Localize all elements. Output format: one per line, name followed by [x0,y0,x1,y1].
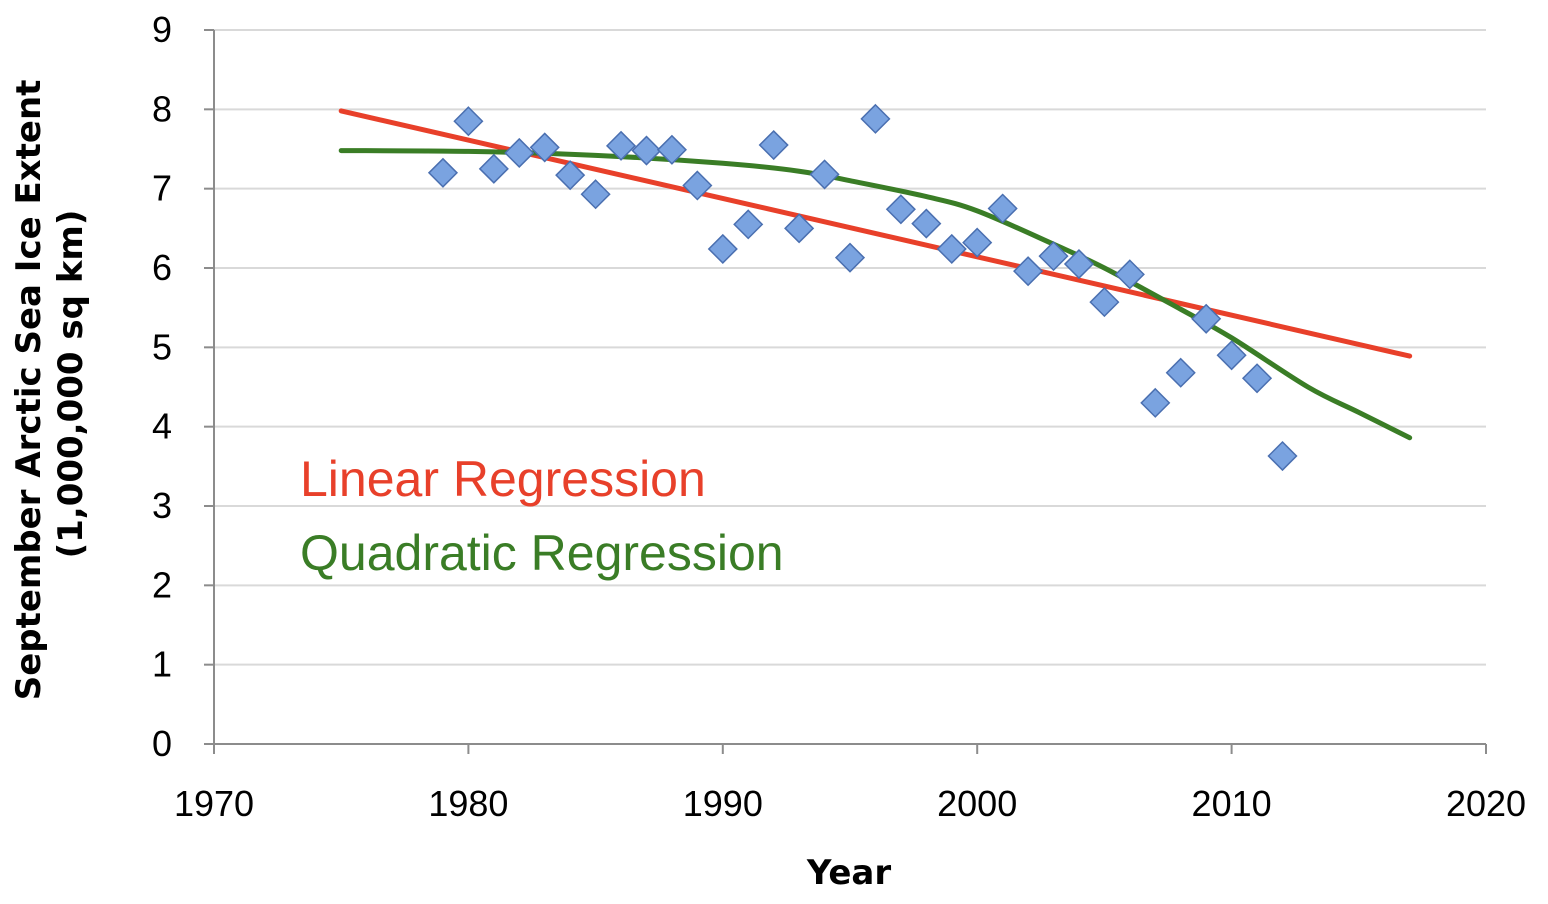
data-point [1241,363,1273,394]
x-tick-label: 2000 [937,783,1017,824]
data-point [478,153,509,184]
x-tick-label: 1980 [428,783,508,824]
data-point [529,132,560,163]
y-tick-label: 8 [152,88,172,129]
data-point [1267,440,1298,472]
data-point [555,160,586,191]
data-point [733,209,764,240]
axes [204,29,1487,754]
data-point [758,129,789,161]
data-point [962,227,993,258]
data-point [784,213,815,244]
data-point [860,103,891,134]
data-point [631,135,662,166]
data-point [987,193,1018,224]
linear-regression-line [338,108,1413,359]
x-tick-label: 1990 [683,783,763,824]
data-point [1089,287,1120,318]
data-point [1165,357,1196,388]
y-tick-label: 2 [152,564,172,605]
x-tick-label: 2010 [1192,783,1272,824]
data-point [1063,248,1095,280]
y-axis-title-line-1: September Arctic Sea Ice Extent [9,80,49,701]
y-axis-title: September Arctic Sea Ice Extent (1,000,0… [9,68,91,701]
data-point [1216,340,1247,371]
data-point [1038,241,1069,272]
data-point [1191,303,1222,334]
y-tick-label: 6 [152,247,172,288]
y-tick-label: 3 [152,485,172,526]
data-point [605,130,637,161]
y-tick-labels: 0 1 2 3 4 5 6 7 8 9 [152,9,172,764]
data-point [682,170,713,201]
data-point [1114,259,1145,290]
data-point [911,208,942,239]
data-point [580,179,611,210]
linear-regression-label: Linear Regression [300,451,706,507]
data-point [453,106,484,137]
data-points [427,103,1298,472]
x-tick-label: 1970 [174,783,254,824]
y-tick-label: 4 [152,406,172,447]
x-tick-label: 2020 [1446,783,1526,824]
y-tick-label: 9 [152,9,172,50]
y-tick-label: 1 [152,644,172,685]
y-tick-label: 0 [152,723,172,764]
data-point [834,242,866,273]
quadratic-regression-label: Quadratic Regression [300,525,784,581]
quadratic-regression-line [338,148,1413,441]
data-point [936,233,967,265]
data-point [1013,256,1044,287]
x-axis-title: Year [806,853,892,893]
data-point [504,137,535,169]
data-point [885,194,916,225]
x-tick-labels: 1970 1980 1990 2000 2010 2020 [174,783,1526,824]
data-point [427,157,459,188]
data-point [1140,387,1171,418]
data-point [809,159,840,190]
data-point [656,134,687,165]
data-point [707,233,738,265]
y-tick-label: 5 [152,326,172,367]
y-axis-title-line-2: (1,000,000 sq km) [51,210,91,559]
y-tick-label: 7 [152,168,172,209]
regression-lines [338,108,1413,441]
